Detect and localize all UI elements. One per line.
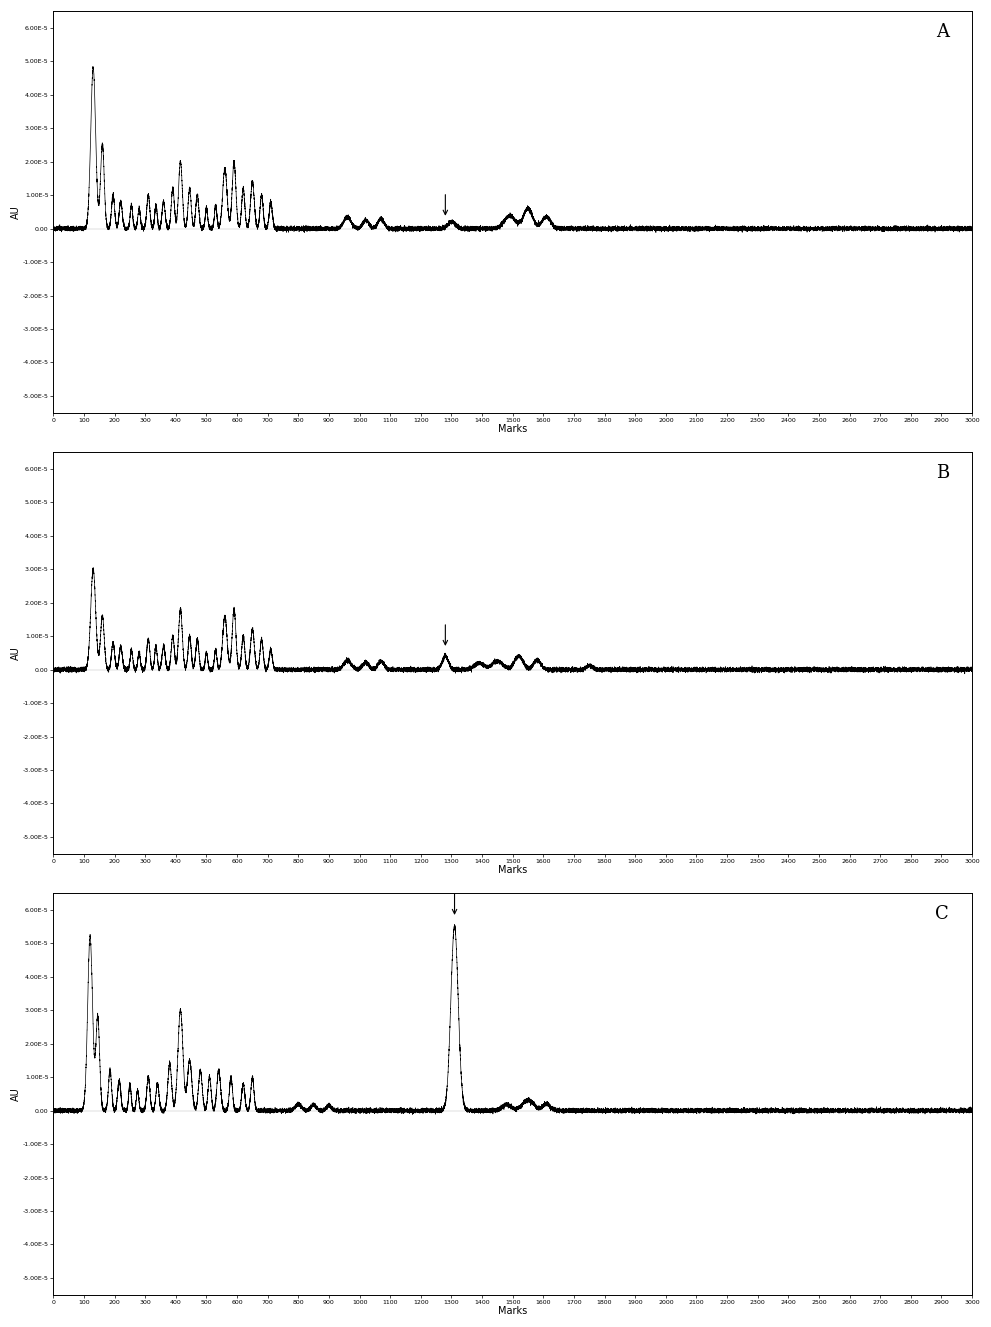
Text: C: C xyxy=(936,905,949,924)
X-axis label: Marks: Marks xyxy=(498,423,527,434)
Text: B: B xyxy=(936,464,949,482)
Y-axis label: AU: AU xyxy=(11,1087,21,1100)
Y-axis label: AU: AU xyxy=(11,204,21,219)
X-axis label: Marks: Marks xyxy=(498,1306,527,1316)
Text: A: A xyxy=(936,23,949,41)
Y-axis label: AU: AU xyxy=(11,646,21,660)
X-axis label: Marks: Marks xyxy=(498,865,527,874)
